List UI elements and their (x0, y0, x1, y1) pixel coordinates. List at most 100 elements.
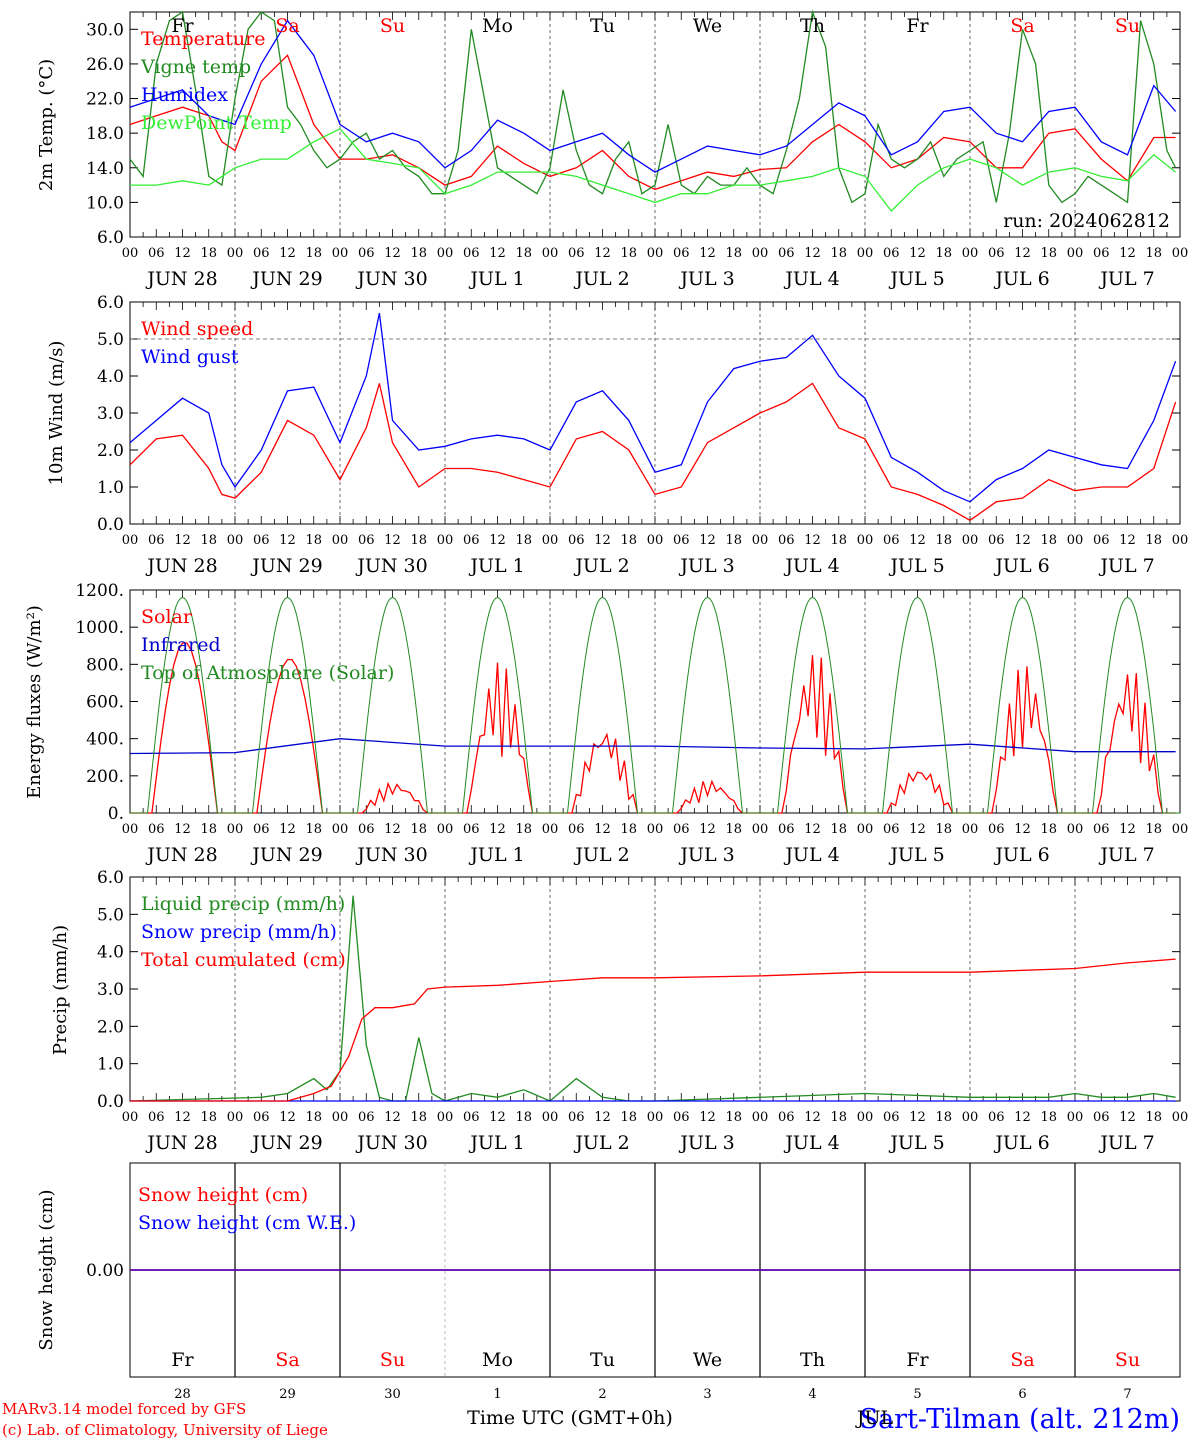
date-label: JUL 4 (783, 555, 839, 577)
legend-entry: Vigne temp (140, 56, 251, 78)
hour-tick-label: 18 (200, 1110, 217, 1125)
hour-tick-label: 18 (1040, 822, 1057, 837)
y-tick-label: 26.0 (86, 55, 124, 75)
hour-tick-label: 12 (174, 1110, 191, 1125)
hour-tick-label: 06 (358, 533, 375, 548)
series-humidex (129, 19, 1177, 173)
legend-entry: Humidex (141, 84, 228, 106)
hour-tick-label: 06 (988, 822, 1005, 837)
hour-tick-label: 18 (935, 246, 952, 261)
y-tick-label: 5.0 (97, 330, 124, 350)
y-axis-label: Snow height (cm) (36, 1189, 57, 1350)
hour-tick-label: 06 (148, 1110, 165, 1125)
hour-tick-label: 18 (725, 246, 742, 261)
hour-tick-label: 00 (332, 246, 349, 261)
hour-tick-label: 06 (883, 1110, 900, 1125)
hour-tick-label: 18 (830, 822, 847, 837)
y-tick-label: 200. (86, 767, 124, 787)
y-tick-label: 5.0 (97, 905, 124, 925)
date-label: JUL 2 (573, 555, 629, 577)
hour-tick-label: 00 (122, 822, 139, 837)
weekday-label: Su (1115, 15, 1140, 37)
hour-tick-label: 18 (1040, 1110, 1057, 1125)
hour-tick-label: 00 (1172, 246, 1189, 261)
hour-tick-label: 12 (279, 1110, 296, 1125)
date-number-label: 1 (493, 1387, 501, 1402)
date-number-label: 4 (808, 1387, 816, 1402)
weekday-label: Fr (171, 1349, 194, 1371)
legend-entry: Snow precip (mm/h) (141, 921, 337, 943)
hour-tick-label: 12 (279, 533, 296, 548)
y-tick-label: 1.0 (97, 1055, 124, 1075)
hour-tick-label: 06 (673, 533, 690, 548)
hour-tick-label: 00 (542, 822, 559, 837)
hour-tick-label: 00 (647, 822, 664, 837)
hour-tick-label: 18 (620, 533, 637, 548)
hour-tick-label: 00 (1172, 533, 1189, 548)
hour-tick-label: 18 (515, 533, 532, 548)
hour-tick-label: 00 (857, 822, 874, 837)
hour-tick-label: 18 (830, 1110, 847, 1125)
hour-tick-label: 12 (384, 1110, 401, 1125)
hour-tick-label: 06 (673, 1110, 690, 1125)
y-tick-label: 400. (86, 730, 124, 750)
hour-tick-label: 12 (384, 246, 401, 261)
hour-tick-label: 00 (227, 1110, 244, 1125)
hour-tick-label: 12 (1014, 822, 1031, 837)
hour-tick-label: 12 (804, 246, 821, 261)
series-top-of-atmosphere-solar- (130, 596, 1180, 814)
series-wind-gust (129, 312, 1177, 503)
hour-tick-label: 18 (1040, 246, 1057, 261)
date-label: JUL 2 (573, 268, 629, 290)
date-label: JUN 28 (145, 268, 217, 290)
y-tick-label: 3.0 (97, 980, 124, 1000)
date-number-label: 5 (913, 1387, 921, 1402)
hour-tick-label: 00 (122, 533, 139, 548)
run-annotation: run: 2024062812 (1003, 210, 1170, 232)
hour-tick-label: 00 (962, 533, 979, 548)
hour-tick-label: 12 (699, 822, 716, 837)
date-label: JUN 28 (145, 555, 217, 577)
date-label: JUL 1 (468, 844, 524, 866)
hour-tick-label: 18 (620, 246, 637, 261)
y-tick-label: 22.0 (86, 90, 124, 110)
series-temperature (129, 54, 1176, 191)
hour-tick-label: 12 (174, 246, 191, 261)
hour-tick-label: 06 (463, 822, 480, 837)
hour-tick-label: 18 (305, 246, 322, 261)
hour-tick-label: 06 (358, 822, 375, 837)
weekday-label: Sa (1010, 1349, 1034, 1371)
legend-entry: DewPoint Temp (141, 112, 292, 134)
series-total-cumulated-cm- (130, 958, 1176, 1102)
hour-tick-label: 00 (752, 1110, 769, 1125)
weekday-label: Fr (171, 15, 194, 37)
hour-tick-label: 06 (988, 1110, 1005, 1125)
date-label: JUL 6 (993, 844, 1049, 866)
date-label: JUN 30 (355, 844, 427, 866)
date-label: JUL 7 (1098, 1132, 1154, 1154)
y-axis-label: 2m Temp. (°C) (36, 59, 57, 191)
hour-tick-label: 00 (227, 246, 244, 261)
y-tick-label: 1000. (75, 618, 124, 638)
series-vigne-temp (129, 9, 1177, 204)
weekday-label: Th (800, 1349, 825, 1371)
hour-tick-label: 00 (857, 1110, 874, 1125)
date-label: JUN 30 (355, 555, 427, 577)
hour-tick-label: 18 (200, 822, 217, 837)
hour-tick-label: 12 (804, 822, 821, 837)
y-tick-label: 0.00 (86, 1261, 124, 1281)
date-label: JUL 4 (783, 1132, 839, 1154)
hour-tick-label: 18 (200, 246, 217, 261)
hour-tick-label: 00 (122, 246, 139, 261)
hour-tick-label: 06 (1093, 533, 1110, 548)
legend-entry: Snow height (cm W.E.) (138, 1212, 356, 1234)
hour-tick-label: 06 (883, 533, 900, 548)
hour-tick-label: 18 (935, 822, 952, 837)
hour-tick-label: 12 (1119, 1110, 1136, 1125)
hour-tick-label: 12 (699, 246, 716, 261)
hour-tick-label: 06 (148, 533, 165, 548)
hour-tick-label: 12 (594, 533, 611, 548)
footer-model: MARv3.14 model forced by GFS (2, 1400, 246, 1418)
date-label: JUL 4 (783, 268, 839, 290)
y-tick-label: 2.0 (97, 441, 124, 461)
